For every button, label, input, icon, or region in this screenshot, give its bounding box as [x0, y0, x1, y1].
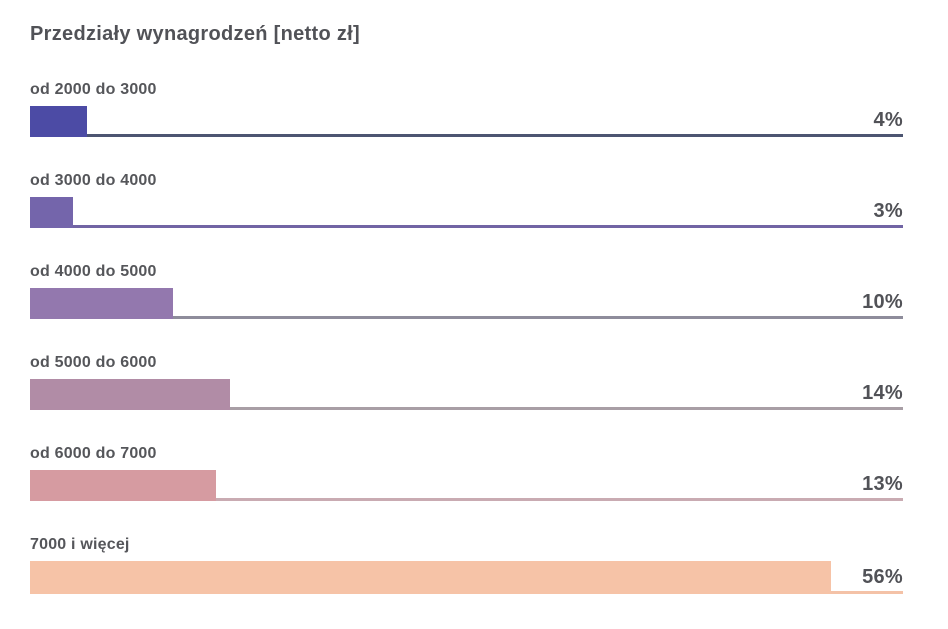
bar-row-6000-7000: od 6000 do 7000 13% — [30, 444, 903, 501]
category-label: od 3000 do 4000 — [30, 172, 157, 189]
value-label: 4% — [873, 109, 903, 131]
bar-row-3000-4000: od 3000 do 4000 3% — [30, 171, 903, 228]
bar-row-7000-plus: 7000 i więcej 56% — [30, 535, 903, 594]
bar-track: 14% — [30, 379, 903, 410]
value-label: 56% — [862, 566, 903, 588]
bar-track: 13% — [30, 470, 903, 501]
bar-segment — [30, 197, 73, 228]
chart-title: Przedziały wynagrodzeń [netto zł] — [30, 23, 360, 45]
bar-track: 56% — [30, 561, 903, 594]
value-label: 14% — [862, 382, 903, 404]
bar-segment — [30, 288, 174, 319]
bar-row-4000-5000: od 4000 do 5000 10% — [30, 262, 903, 319]
category-label: od 5000 do 6000 — [30, 354, 157, 371]
value-label: 13% — [862, 473, 903, 495]
category-label: od 4000 do 5000 — [30, 263, 157, 280]
value-label: 3% — [873, 200, 903, 222]
category-label: od 6000 do 7000 — [30, 445, 157, 462]
bar-segment — [30, 561, 832, 594]
bar-row-5000-6000: od 5000 do 6000 14% — [30, 353, 903, 410]
bar-segment — [30, 470, 217, 501]
category-label: od 2000 do 3000 — [30, 81, 157, 98]
bar-segment — [30, 106, 88, 137]
bar-track: 4% — [30, 106, 903, 137]
bar-row-2000-3000: od 2000 do 3000 4% — [30, 80, 903, 137]
bar-track: 10% — [30, 288, 903, 319]
bar-segment — [30, 379, 231, 410]
bar-track: 3% — [30, 197, 903, 228]
category-label: 7000 i więcej — [30, 536, 130, 553]
value-label: 10% — [862, 291, 903, 313]
